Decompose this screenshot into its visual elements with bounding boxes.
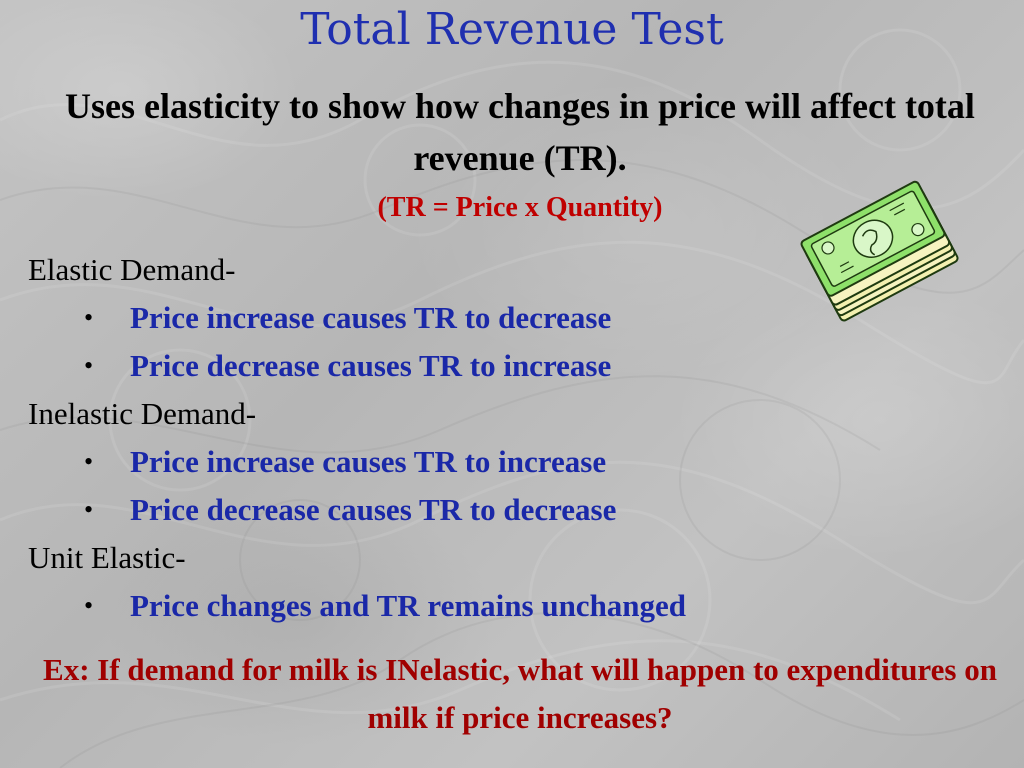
slide-subtitle: Uses elasticity to show how changes in p… xyxy=(65,86,975,179)
formula-text: (TR = Price x Quantity) xyxy=(377,192,663,223)
bullet-text: Price decrease causes TR to increase xyxy=(130,348,612,383)
bullet-dot: • xyxy=(84,495,94,524)
money-stack-icon xyxy=(800,180,959,322)
heading-unit-elastic: Unit Elastic- xyxy=(28,540,186,575)
bullet-dot: • xyxy=(84,303,94,332)
bullet-text: Price increase causes TR to increase xyxy=(130,444,607,479)
bullet-item: • Price increase causes TR to decrease xyxy=(28,294,928,342)
content-list: Elastic Demand- • Price increase causes … xyxy=(28,246,928,630)
bullet-dot: • xyxy=(84,351,94,380)
heading-inelastic-demand: Inelastic Demand- xyxy=(28,396,257,431)
bullet-text: Price increase causes TR to decrease xyxy=(130,300,612,335)
example-question: Ex: If demand for milk is INelastic, wha… xyxy=(43,652,997,735)
bullet-dot: • xyxy=(84,591,94,620)
bullet-item: • Price decrease causes TR to decrease xyxy=(28,486,928,534)
bullet-text: Price changes and TR remains unchanged xyxy=(130,588,687,623)
bullet-dot: • xyxy=(84,447,94,476)
heading-elastic-demand: Elastic Demand- xyxy=(28,252,236,287)
bullet-item: • Price changes and TR remains unchanged xyxy=(28,582,928,630)
bullet-item: • Price decrease causes TR to increase xyxy=(28,342,928,390)
bullet-text: Price decrease causes TR to decrease xyxy=(130,492,617,527)
slide-title: Total Revenue Test xyxy=(300,4,724,55)
bullet-item: • Price increase causes TR to increase xyxy=(28,438,928,486)
